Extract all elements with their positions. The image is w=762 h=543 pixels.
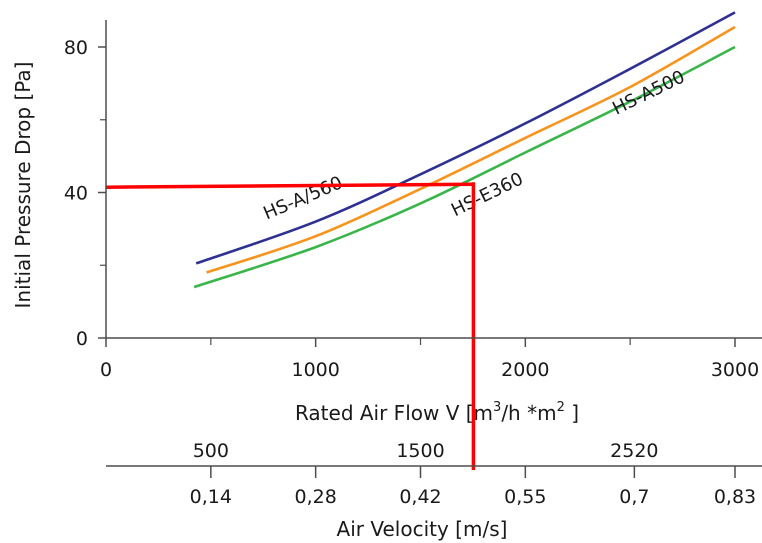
- x-tick-label: 0: [100, 359, 112, 381]
- readout-layer: [105, 182, 476, 470]
- secondary-upper-label: 2520: [610, 440, 658, 462]
- secondary-lower-label: 0,28: [295, 486, 337, 508]
- x-axis-title: Rated Air Flow V [m3/h *m2 ]: [295, 400, 579, 425]
- readout-horizontal-line: [105, 182, 474, 189]
- x-tick-label: 3000: [711, 359, 759, 381]
- y-tick-label: 0: [76, 328, 88, 350]
- y-tick-label: 40: [64, 183, 88, 205]
- series-line-hs-e360: [193, 45, 736, 289]
- y-tick-label: 80: [64, 37, 88, 59]
- curve-label: HS-E360: [448, 168, 527, 221]
- secondary-upper-label: 1500: [396, 440, 444, 462]
- x-tick-label: 1000: [291, 359, 339, 381]
- label-layer: Initial Pressure Drop [Pa] Rated Air Flo…: [11, 62, 579, 541]
- x-tick-label: 2000: [501, 359, 549, 381]
- secondary-lower-label: 0,14: [190, 486, 232, 508]
- secondary-axis-title: Air Velocity [m/s]: [337, 517, 508, 541]
- secondary-lower-label: 0,42: [399, 486, 441, 508]
- secondary-lower-label: 0,83: [714, 486, 756, 508]
- curve-label: HS-A/560: [260, 172, 345, 224]
- series-line-hs-a500: [206, 25, 736, 274]
- secondary-upper-label: 500: [193, 440, 229, 462]
- secondary-lower-label: 0,55: [504, 486, 546, 508]
- axis-layer: 0 40 80 0 1000 2000 3000 500 1500 2520 0,14 0,28 0,4…: [64, 20, 762, 508]
- secondary-lower-label: 0,7: [619, 486, 649, 508]
- series-line-hs-a-560: [195, 11, 736, 265]
- y-axis-title: Initial Pressure Drop [Pa]: [11, 62, 35, 309]
